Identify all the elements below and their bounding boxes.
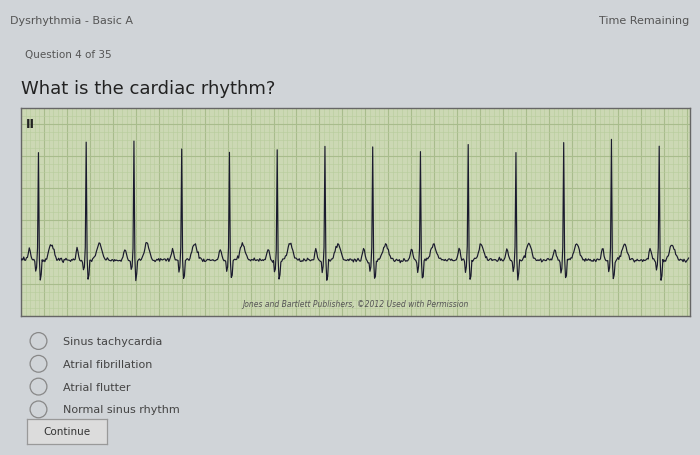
Text: Time Remaining: Time Remaining <box>599 16 689 26</box>
Text: II: II <box>27 117 35 131</box>
Text: Question 4 of 35: Question 4 of 35 <box>25 50 111 60</box>
Text: Sinus tachycardia: Sinus tachycardia <box>63 336 162 346</box>
Text: Normal sinus rhythm: Normal sinus rhythm <box>63 404 180 415</box>
Text: Atrial flutter: Atrial flutter <box>63 382 130 392</box>
Text: Atrial fibrillation: Atrial fibrillation <box>63 359 153 369</box>
Text: What is the cardiac rhythm?: What is the cardiac rhythm? <box>21 81 275 98</box>
Text: Continue: Continue <box>43 426 90 436</box>
Text: Jones and Bartlett Publishers, ©2012 Used with Permission: Jones and Bartlett Publishers, ©2012 Use… <box>242 299 468 308</box>
Text: Dysrhythmia - Basic A: Dysrhythmia - Basic A <box>10 16 134 26</box>
